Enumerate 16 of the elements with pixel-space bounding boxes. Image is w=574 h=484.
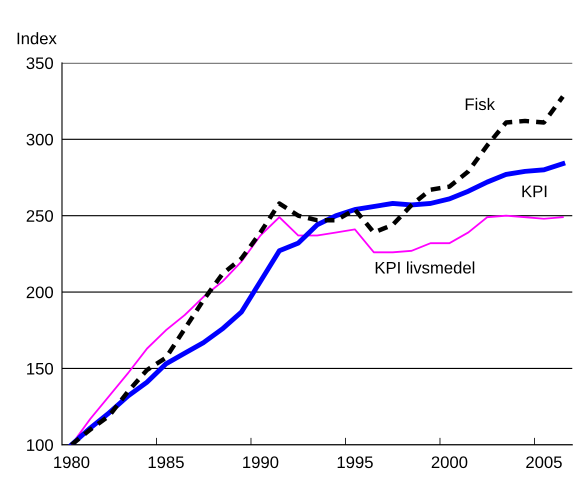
y-axis-title: Index [18,32,57,44]
x-tick-label: 2005 [526,456,562,468]
y-tick-label: 150 [27,362,54,375]
x-tick-label: 1980 [54,456,90,468]
x-tick-label: 1985 [148,456,184,468]
y-tick-label: 350 [26,57,54,70]
x-tick-label: 1995 [338,456,373,468]
y-tick-label: 100 [27,439,54,451]
series-label: KPI [522,186,546,198]
x-tick-label: 1990 [243,456,278,468]
y-tick-label: 200 [26,286,54,298]
x-tick-label: 2000 [432,456,468,468]
y-tick-label: 250 [26,210,54,222]
series-label: Fisk [466,98,495,110]
series-label: KPI livsmedel [376,261,474,274]
y-tick-label: 300 [26,134,54,146]
